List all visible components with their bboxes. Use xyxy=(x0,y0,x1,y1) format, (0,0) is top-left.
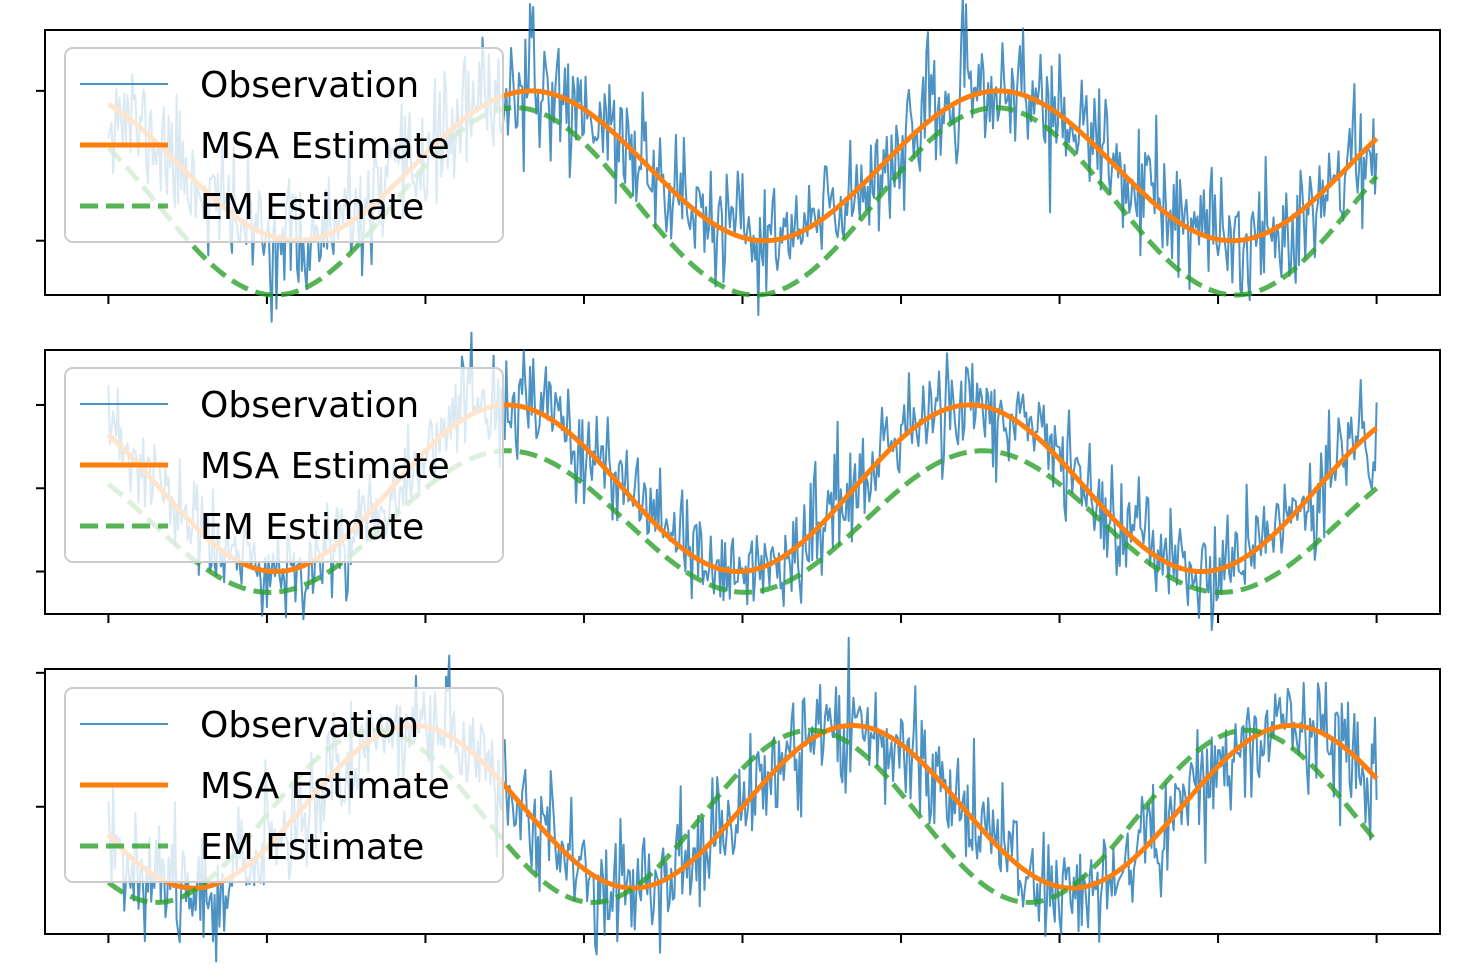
subplot-3-ticks xyxy=(36,671,1378,943)
legend-label-em-estimate: EM Estimate xyxy=(200,187,424,228)
subplot-1-legend-box xyxy=(64,47,504,243)
legend-label-observation: Observation xyxy=(200,385,419,426)
series-em-estimate xyxy=(106,105,1379,298)
subplot-3: Observation MSA Estimate EM Estimate xyxy=(36,636,1441,963)
subplot-2-ticks xyxy=(36,403,1378,623)
legend-label-em-estimate: EM Estimate xyxy=(200,507,424,548)
series-em-estimate xyxy=(106,448,1379,595)
legend-label-em-estimate: EM Estimate xyxy=(200,827,424,868)
legend-label-msa-estimate: MSA Estimate xyxy=(200,126,450,167)
legend-label-observation: Observation xyxy=(200,705,419,746)
subplot-3-legend: Observation MSA Estimate EM Estimate xyxy=(64,687,504,883)
subplot-2-legend: Observation MSA Estimate EM Estimate xyxy=(64,367,504,563)
subplot-1: Observation MSA Estimate EM Estimate xyxy=(36,0,1441,323)
subplot-3-legend-box xyxy=(64,687,504,883)
subplot-2-legend-box xyxy=(64,367,504,563)
series-observation xyxy=(107,0,1378,323)
legend-label-msa-estimate: MSA Estimate xyxy=(200,446,450,487)
subplot-1-ticks xyxy=(36,89,1378,304)
subplot-2: Observation MSA Estimate EM Estimate xyxy=(36,331,1441,632)
legend-label-msa-estimate: MSA Estimate xyxy=(200,766,450,807)
subplot-1-legend: Observation MSA Estimate EM Estimate xyxy=(64,47,504,243)
legend-label-observation: Observation xyxy=(200,65,419,106)
